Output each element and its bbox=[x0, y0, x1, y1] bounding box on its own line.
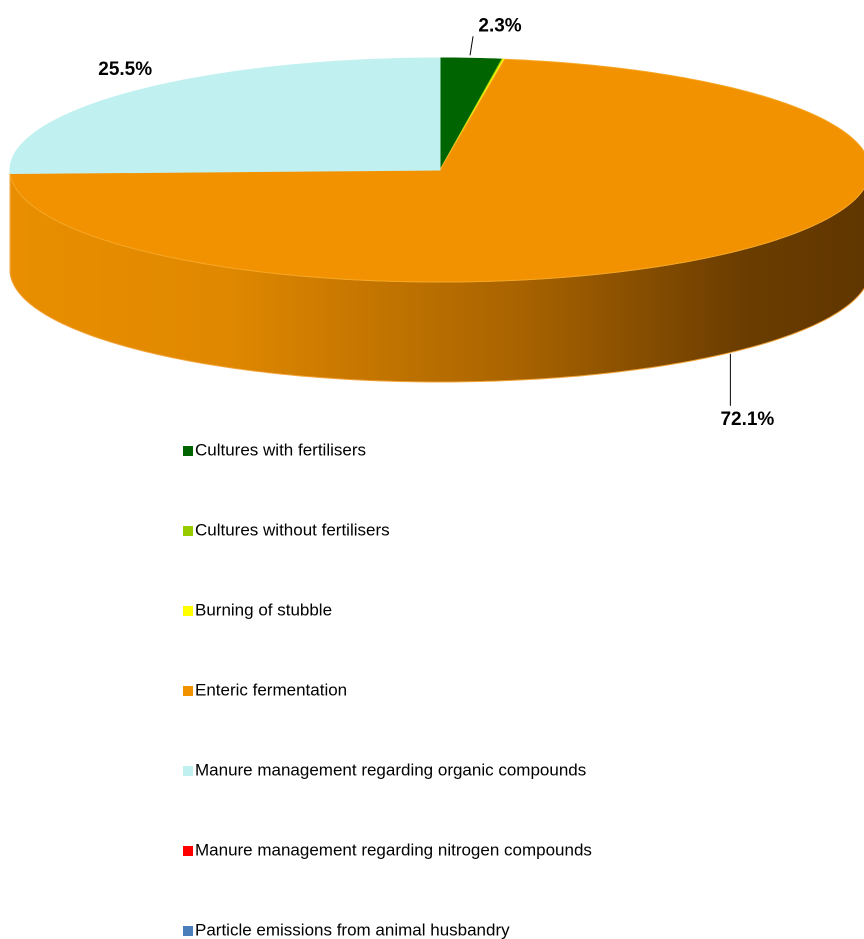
legend-swatch bbox=[183, 846, 193, 856]
legend-label: Manure management regarding organic comp… bbox=[195, 760, 586, 779]
legend-label: Enteric fermentation bbox=[195, 680, 347, 699]
pie-slice bbox=[9, 58, 864, 283]
data-label: 2.3% bbox=[478, 15, 521, 36]
legend-label: Burning of stubble bbox=[195, 600, 332, 619]
pie-slice bbox=[9, 57, 441, 175]
legend-swatch bbox=[183, 446, 193, 456]
legend-swatch bbox=[183, 926, 193, 936]
leader-line bbox=[469, 36, 474, 56]
data-label: 25.5% bbox=[98, 59, 152, 80]
legend-label: Cultures with fertilisers bbox=[195, 440, 366, 459]
data-label: 72.1% bbox=[720, 409, 774, 430]
legend-label: Particle emissions from animal husbandry bbox=[195, 920, 510, 939]
legend-swatch bbox=[183, 766, 193, 776]
legend-label: Cultures without fertilisers bbox=[195, 520, 390, 539]
legend-swatch bbox=[183, 686, 193, 696]
legend-swatch bbox=[183, 606, 193, 616]
legend-label: Manure management regarding nitrogen com… bbox=[195, 840, 592, 859]
legend-swatch bbox=[183, 526, 193, 536]
